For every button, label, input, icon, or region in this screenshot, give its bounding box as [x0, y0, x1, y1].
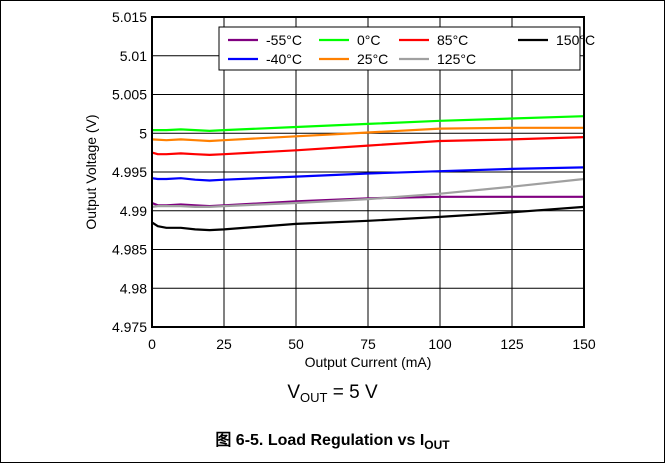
legend-label: 85°C [437, 32, 468, 48]
series-line-40c [151, 166, 585, 182]
legend-label: 0°C [357, 32, 381, 48]
legend-label: 150°C [556, 32, 595, 48]
y-tick-label: 4.995 [112, 164, 147, 180]
caption-text: 图 6-5. Load Regulation vs I [215, 432, 425, 449]
series-line-85c [151, 136, 585, 156]
x-tick-label: 25 [216, 336, 232, 352]
figure-caption: 图 6-5. Load Regulation vs IOUT [0, 426, 665, 452]
legend-label: 25°C [357, 51, 388, 67]
y-tick-label: 5.01 [120, 48, 147, 64]
x-tick-label: 50 [288, 336, 304, 352]
x-tick-label: 125 [500, 336, 524, 352]
legend: -55°C -40°C 0°C 25°C 85°C 125°C 150°C [218, 26, 595, 71]
series-line-150c [151, 205, 585, 232]
x-tick-label: 0 [148, 336, 156, 352]
subtitle-sub: OUT [300, 390, 328, 405]
series-line-25c [151, 126, 584, 143]
series-line-0c [152, 115, 585, 132]
y-tick-label: 4.99 [120, 203, 147, 219]
tick-labels: 0 25 50 75 100 125 150 4.975 4.98 4.985 4.99 4.995 5… [112, 9, 596, 352]
x-axis-label: Output Current (mA) [305, 354, 432, 370]
output-voltage-condition: VOUT = 5 V [0, 382, 665, 405]
x-tick-label: 150 [572, 336, 596, 352]
y-tick-label: 5.015 [112, 9, 147, 25]
legend-label: 125°C [437, 51, 476, 67]
series-line-125c [151, 177, 585, 208]
y-tick-label: 4.985 [112, 242, 147, 258]
y-tick-label: 4.98 [120, 280, 147, 296]
legend-label: -55°C [266, 32, 302, 48]
legend-box [218, 26, 581, 71]
load-regulation-chart: 0 25 50 75 100 125 150 4.975 4.98 4.985 4.99 4.995 5… [83, 9, 596, 370]
y-tick-label: 5.005 [112, 87, 147, 103]
series-lines [151, 115, 585, 232]
subtitle-v: V [287, 382, 301, 403]
caption-sub: OUT [424, 438, 450, 452]
x-tick-label: 75 [360, 336, 376, 352]
legend-label: -40°C [266, 51, 302, 67]
x-tick-label: 100 [428, 336, 452, 352]
y-tick-label: 5 [139, 125, 147, 141]
y-tick-label: 4.975 [112, 319, 147, 335]
subtitle-rest: = 5 V [327, 382, 378, 403]
y-axis-label: Output Voltage (V) [83, 114, 99, 229]
plot-border [151, 16, 585, 328]
